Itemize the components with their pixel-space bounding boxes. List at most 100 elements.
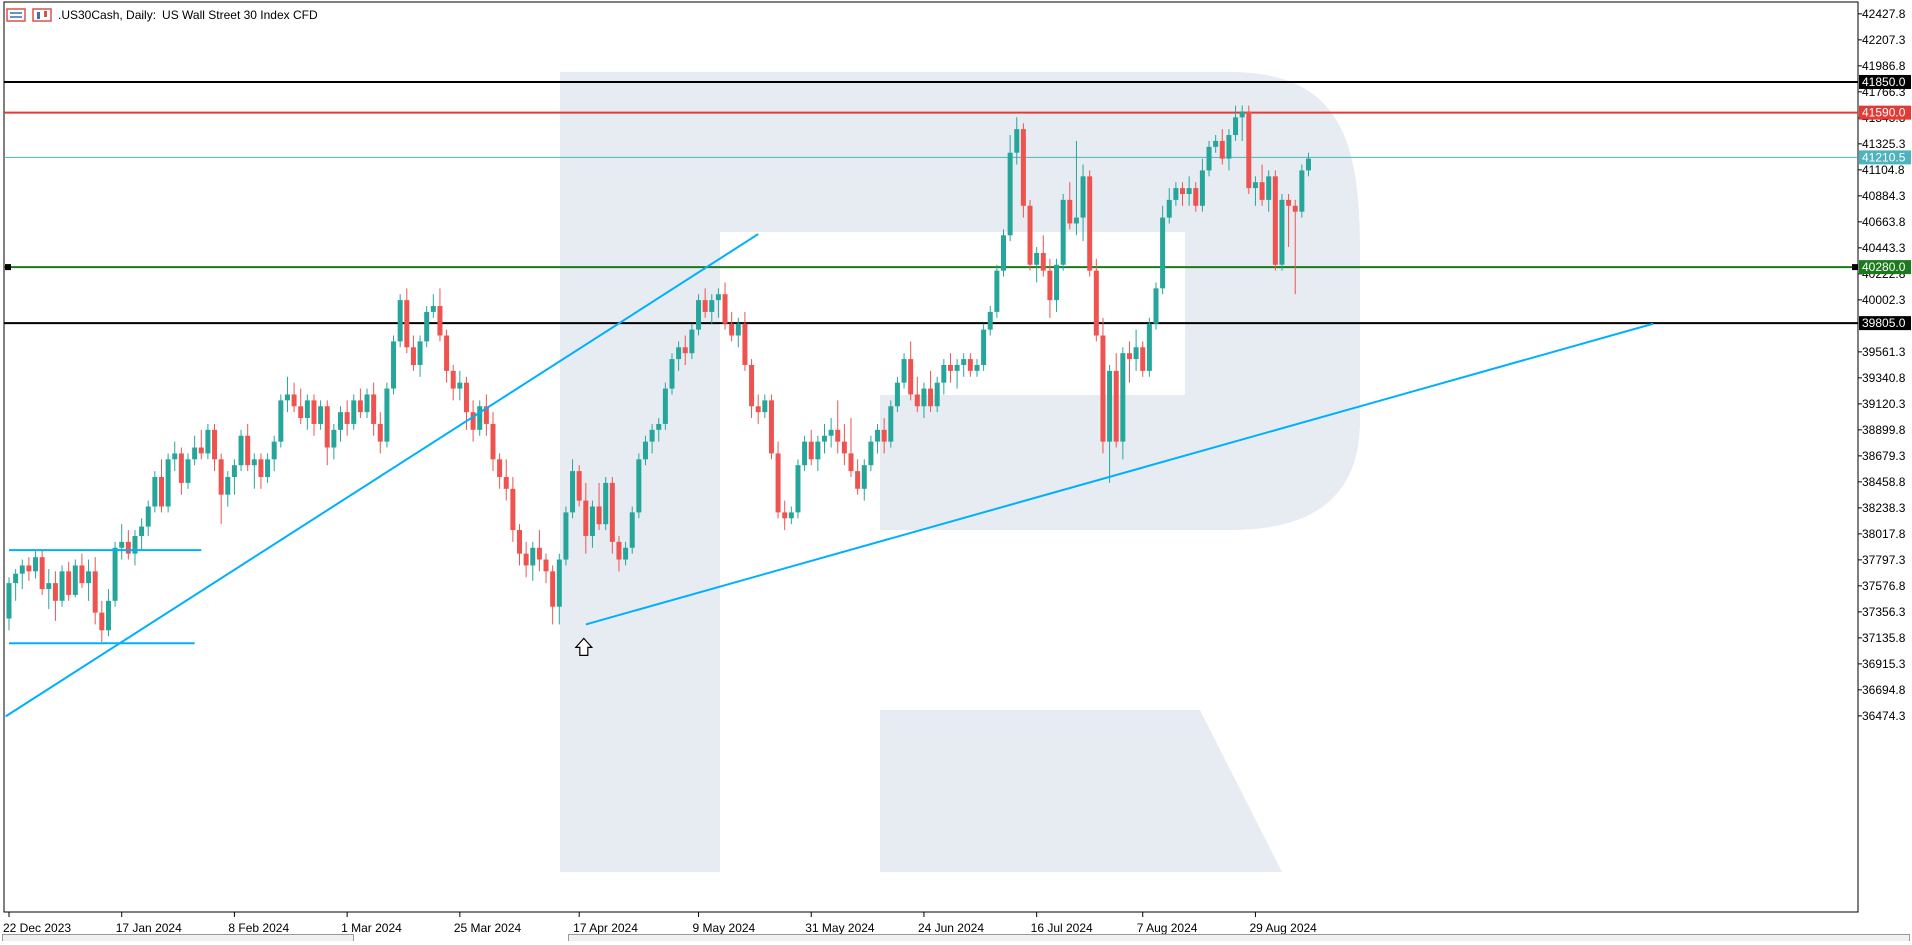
candle-body-50 [338,412,343,430]
watermark-logo-leg [880,710,1282,872]
candle-body-176 [1173,188,1179,200]
candle-body-171 [1140,347,1146,371]
candle-body-86 [576,471,582,501]
candle-body-13 [92,571,98,613]
candle-body-84 [563,512,569,560]
price-label-11: 40002.3 [1862,293,1906,307]
resistance-41590-tag-label: 41590.0 [1862,106,1906,120]
candle-body-8 [59,571,65,601]
candle-body-40 [271,441,277,460]
candle-body-103 [689,329,695,354]
time-label-4: 25 Mar 2024 [454,921,522,935]
candle-body-10 [72,565,78,595]
candle-body-124 [828,429,834,436]
candle-body-62 [417,341,423,365]
candle-body-195 [1299,170,1305,212]
candle-body-175 [1166,199,1172,218]
candle-body-3 [26,565,32,572]
candle-body-29 [198,447,204,454]
candle-body-100 [669,359,675,389]
candle-body-107 [715,294,721,301]
candle-body-49 [331,429,337,448]
chart-window-icon[interactable] [6,8,26,22]
price-label-7: 40884.3 [1862,189,1906,203]
candle-body-97 [649,429,655,442]
price-label-19: 38017.8 [1862,527,1906,541]
price-label-6: 41104.8 [1862,163,1905,177]
candle-body-142 [947,364,953,371]
candle-body-155 [1034,252,1040,265]
candle-body-151 [1007,152,1013,236]
candle-body-126 [841,441,847,454]
candle-body-5 [39,557,45,590]
price-label-20: 37797.3 [1862,553,1906,567]
time-label-0: 22 Dec 2023 [3,921,71,935]
watermark-logo [560,72,1360,872]
candle-body-69 [463,382,469,413]
candle-body-45 [304,400,310,419]
candle-body-132 [881,429,887,442]
candle-body-28 [192,447,198,460]
candle-body-162 [1080,176,1086,218]
candle-body-137 [914,394,920,407]
candle-body-64 [430,306,436,312]
support-39805-tag-label: 39805.0 [1862,316,1906,330]
candle-body-42 [284,394,290,401]
candle-body-43 [291,394,297,407]
candle-body-160 [1067,199,1073,224]
price-label-13: 39340.8 [1862,371,1906,385]
candle-body-81 [543,559,549,572]
candle-body-166 [1107,370,1113,442]
candle-body-165 [1100,335,1106,442]
candle-body-159 [1060,199,1066,265]
candles-icon[interactable] [32,8,52,22]
candle-body-41 [278,400,284,442]
candle-body-188 [1252,182,1258,189]
candle-body-21 [145,506,151,527]
candle-body-122 [815,441,821,460]
footer-tab-left[interactable] [2,934,354,941]
level-anchor-left [5,264,11,271]
candle-body-185 [1233,117,1239,136]
candle-body-68 [457,382,463,389]
resistance-41850-tag [1859,74,1911,89]
candle-body-96 [642,441,648,460]
price-label-17: 38458.8 [1862,475,1906,489]
candle-body-31 [212,429,218,460]
candle-body-120 [802,441,808,466]
candle-body-196 [1305,158,1311,171]
candle-body-108 [722,294,728,324]
candle-body-127 [848,453,854,472]
candle-body-157 [1047,270,1053,301]
time-label-6: 9 May 2024 [693,921,756,935]
candle-body-112 [749,364,755,407]
time-label-9: 16 Jul 2024 [1031,921,1093,935]
candle-body-136 [908,359,914,395]
candle-body-184 [1226,135,1232,159]
candle-body-26 [178,453,184,483]
candle-body-78 [523,553,529,566]
candle-body-173 [1153,288,1159,324]
candle-body-53 [357,400,363,413]
candle-body-170 [1133,347,1139,360]
price-label-26: 36474.3 [1862,709,1906,723]
candle-body-193 [1286,199,1292,206]
candle-body-95 [636,459,642,513]
support-40280-tag [1859,260,1911,275]
footer-tab-right[interactable] [568,934,1910,941]
price-label-9: 40443.3 [1862,241,1906,255]
price-label-15: 38899.8 [1862,423,1906,437]
candle-body-94 [629,512,635,548]
candle-body-37 [251,459,257,466]
candle-body-93 [623,547,629,560]
candle-body-12 [86,571,92,584]
price-label-12: 39561.3 [1862,345,1906,359]
price-label-14: 39120.3 [1862,397,1906,411]
candle-body-110 [735,323,741,336]
candle-body-80 [536,547,542,560]
candle-body-140 [934,382,940,407]
candle-body-98 [656,423,662,430]
current-price-tag [1859,150,1911,165]
